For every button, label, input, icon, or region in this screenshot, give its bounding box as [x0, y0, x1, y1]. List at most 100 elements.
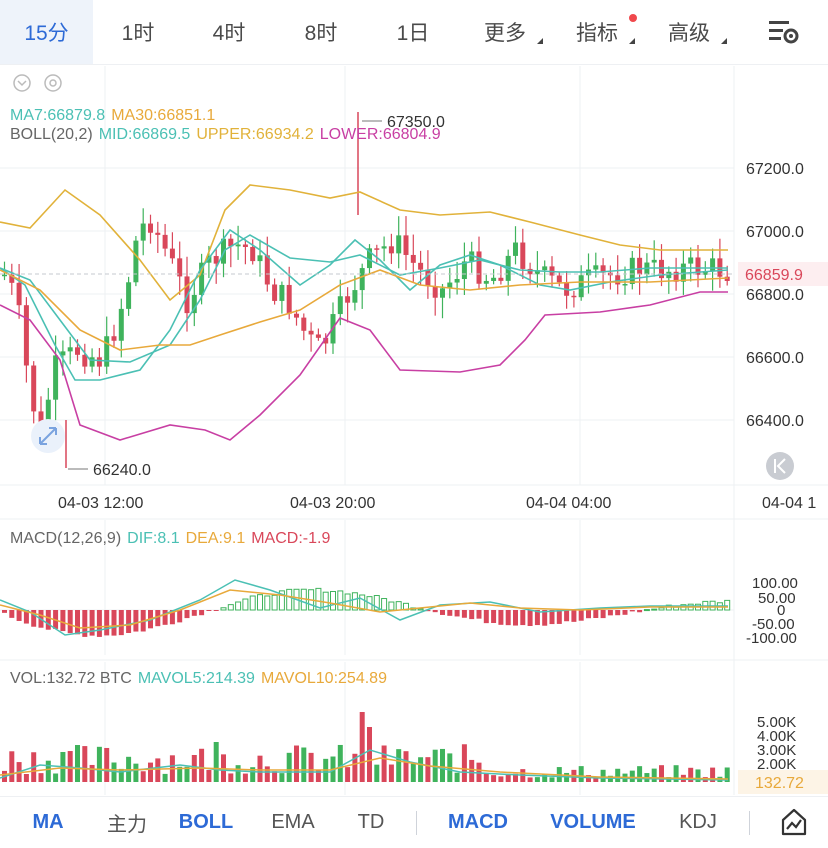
macd-bar — [469, 610, 475, 620]
macd-bar — [96, 610, 102, 637]
volume-tick: 3.00K — [757, 742, 796, 759]
volume-bar — [75, 745, 80, 782]
candle-body — [637, 257, 643, 275]
macd-bar — [75, 610, 80, 635]
macd-tick: -100.00 — [746, 630, 797, 647]
volume-bar — [111, 762, 117, 782]
macd-bar — [549, 610, 555, 625]
volume-bar — [345, 767, 351, 782]
time-tick: 04-03 12:00 — [58, 495, 144, 512]
timeframe-tab-7[interactable]: 高级 — [643, 0, 735, 64]
volume-bar — [133, 763, 139, 782]
volume-bar — [104, 747, 110, 782]
candle-body — [578, 275, 584, 298]
dif-line — [0, 579, 728, 636]
volume-bar — [250, 767, 256, 782]
timeframe-tab-label: 15分 — [24, 22, 69, 45]
timeframe-tab-label: 1时 — [121, 22, 155, 45]
indicator-tab-ema[interactable]: EMA — [271, 811, 315, 833]
dea-line — [0, 589, 728, 629]
candle-body — [82, 354, 88, 367]
tab-separator — [416, 810, 417, 835]
macd-bar — [249, 595, 256, 611]
volume-bar — [89, 764, 95, 782]
volume-tick: 4.00K — [757, 728, 796, 745]
candle-body — [432, 286, 438, 298]
dropdown-arrow-icon — [629, 38, 635, 44]
volume-bar — [381, 745, 387, 782]
macd-bar — [658, 607, 665, 611]
candle-body — [53, 355, 59, 400]
volume-bar — [242, 773, 248, 782]
indicator-tab-主力[interactable]: 主力 — [107, 814, 147, 836]
macd-bar — [615, 610, 621, 616]
timeframe-tab-5[interactable]: 更多 — [459, 0, 551, 64]
macd-bar — [293, 588, 300, 611]
indicator-tab-boll[interactable]: BOLL — [178, 811, 234, 833]
timeframe-tab-6[interactable]: 指标 — [551, 0, 643, 64]
macd-bar — [227, 604, 234, 611]
timeframe-tab-2[interactable]: 4时 — [183, 0, 275, 64]
volume-bar — [403, 751, 409, 782]
macd-bar — [330, 590, 336, 611]
volume-bar — [257, 755, 263, 782]
volume-bar — [199, 748, 205, 782]
candle-body — [111, 336, 117, 341]
indicator-tab-volume[interactable]: VOLUME — [550, 811, 636, 833]
macd-bar — [155, 610, 161, 627]
chart-toggle-icons[interactable] — [13, 74, 62, 92]
chart-settings-icon[interactable] — [768, 18, 800, 46]
macd-bar — [118, 610, 124, 636]
macd-bar — [264, 595, 271, 611]
macd-bar — [184, 610, 190, 619]
macd-bar — [432, 610, 438, 613]
indicator-tab-macd[interactable]: MACD — [448, 811, 508, 833]
volume-bar — [301, 747, 307, 782]
candle-body — [140, 223, 146, 241]
fullscreen-icon[interactable] — [31, 419, 65, 453]
timeframe-tab-4[interactable]: 1日 — [367, 0, 459, 64]
kline-chart[interactable]: MA7:66879.8 MA30:66851.1 BOLL(20,2) MID:66… — [0, 0, 828, 796]
volume-bar — [440, 748, 445, 782]
current-price-tag: 66859.9 — [745, 267, 803, 284]
price-tick: 66600.0 — [746, 350, 804, 367]
macd-bar — [177, 610, 183, 623]
macd-bar — [67, 610, 73, 634]
candle-body — [527, 268, 533, 275]
timeframe-tab-1[interactable]: 1时 — [93, 0, 183, 64]
macd-bar — [527, 610, 533, 627]
macd-bar — [31, 610, 37, 627]
candle-body — [352, 290, 358, 303]
candle-body — [410, 254, 416, 263]
timeframe-tab-0[interactable]: 15分 — [0, 0, 93, 64]
candle-body — [629, 257, 635, 284]
indicator-tab-kdj[interactable]: KDJ — [679, 811, 717, 833]
reset-view-icon[interactable] — [766, 452, 794, 480]
macd-bar — [45, 610, 51, 630]
dropdown-arrow-icon — [537, 38, 543, 44]
candle-body — [337, 296, 343, 315]
candle-body — [571, 295, 577, 298]
candle-body — [315, 334, 321, 338]
timeframe-tab-3[interactable]: 8时 — [275, 0, 367, 64]
macd-bar — [454, 610, 460, 617]
candle-body — [257, 255, 263, 262]
macd-bar — [271, 594, 278, 611]
volume-bar — [315, 770, 321, 782]
candle-body — [710, 258, 716, 272]
candle-body — [177, 258, 183, 277]
candle-body — [651, 259, 657, 263]
volume-bar — [469, 759, 475, 782]
candle-body — [213, 256, 219, 264]
draw-tool-icon[interactable] — [780, 808, 808, 836]
dropdown-arrow-icon — [721, 38, 727, 44]
boll-mid-line — [0, 234, 728, 363]
gear-icon — [44, 74, 62, 92]
macd-bar — [373, 595, 380, 611]
macd-tick: 0 — [777, 602, 785, 619]
candle-body — [396, 235, 402, 254]
indicator-tab-ma[interactable]: MA — [32, 811, 64, 833]
volume-bar — [96, 746, 102, 782]
macd-bar — [593, 610, 599, 618]
indicator-tab-td[interactable]: TD — [357, 811, 385, 833]
